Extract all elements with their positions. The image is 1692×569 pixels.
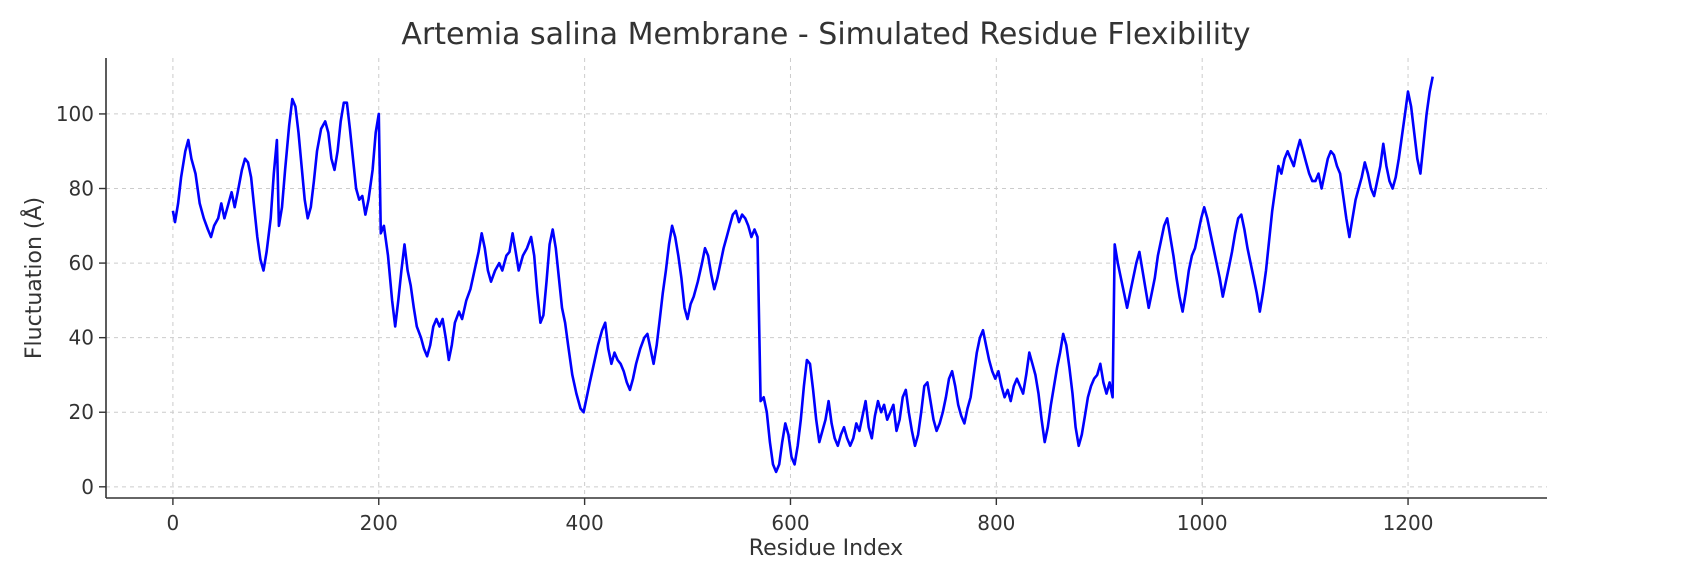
- y-ticks: 0 20 40 60 80 100: [56, 102, 106, 499]
- x-tick-label: 600: [771, 511, 809, 535]
- x-tick-label: 200: [360, 511, 398, 535]
- y-tick-label: 40: [69, 326, 94, 350]
- x-tick-label: 400: [566, 511, 604, 535]
- x-tick-label: 1200: [1383, 511, 1434, 535]
- x-axis-label: Residue Index: [749, 536, 903, 561]
- y-tick-label: 0: [81, 475, 94, 499]
- chart-title: Artemia salina Membrane - Simulated Resi…: [401, 17, 1250, 52]
- x-tick-label: 1000: [1177, 511, 1228, 535]
- y-tick-label: 80: [69, 177, 94, 201]
- series-line: [171, 76, 1434, 474]
- x-tick-label: 800: [977, 511, 1015, 535]
- y-tick-label: 60: [69, 251, 94, 275]
- x-ticks: 0 200 400 600 800 1000 1200: [167, 498, 1434, 535]
- y-axis-label: Fluctuation (Å): [20, 197, 47, 359]
- y-tick-label: 20: [69, 400, 94, 424]
- grid: [106, 58, 1547, 498]
- x-tick-label: 0: [167, 511, 180, 535]
- y-tick-label: 100: [56, 102, 94, 126]
- series-layer: [171, 76, 1434, 474]
- axes: [105, 58, 1547, 499]
